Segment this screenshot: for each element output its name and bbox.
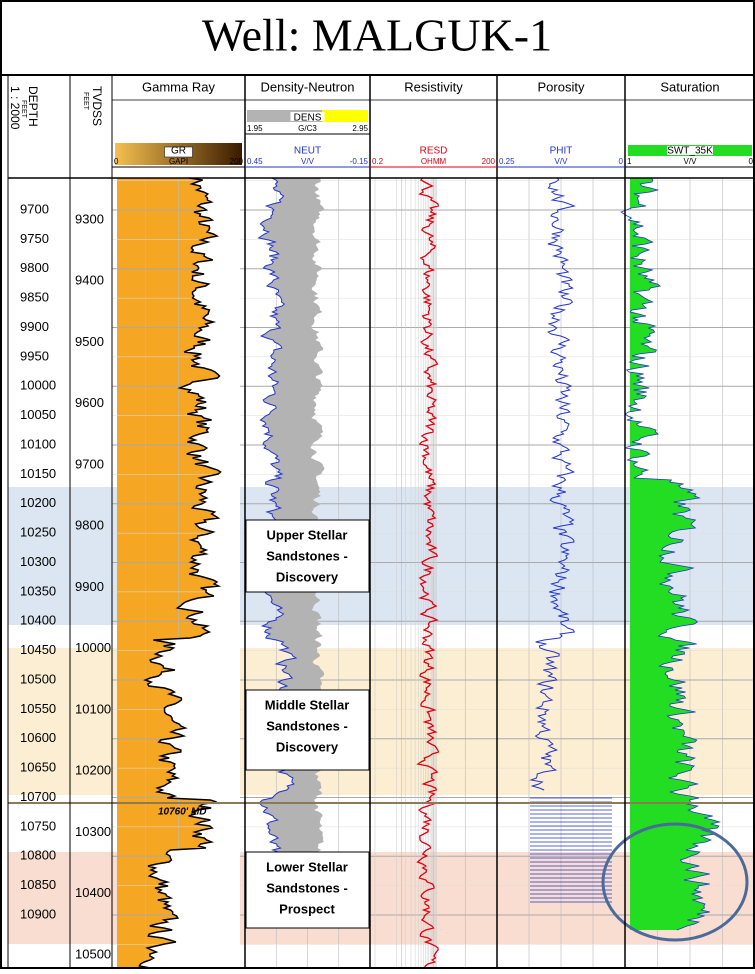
depth-label: 9800 (20, 260, 49, 275)
tvdss-label: 10300 (75, 824, 111, 839)
curve-unit: V/V (555, 157, 569, 166)
curve-unit: V/V (301, 157, 315, 166)
depth-label: 9900 (20, 319, 49, 334)
depth-label: 10150 (20, 466, 56, 481)
depth-label: 10850 (20, 877, 56, 892)
curve-gr (138, 177, 222, 969)
zone-label: Discovery (276, 739, 339, 754)
tvdss-label: 9600 (75, 395, 104, 410)
depth-label: 10350 (20, 583, 56, 598)
depth-label: 10500 (20, 671, 56, 686)
annotation: 10760' MD (158, 807, 207, 818)
zone-label: Lower Stellar (266, 859, 348, 874)
curve-phit (529, 177, 576, 791)
curve-unit: GAPI (169, 157, 188, 166)
depth-label: 10450 (20, 642, 56, 657)
depth-label: 10700 (20, 789, 56, 804)
curve-name: GR (171, 146, 186, 157)
track-name: Density-Neutron (261, 79, 355, 94)
column-header: FEET (20, 100, 27, 119)
scale-right: 0 (749, 157, 754, 166)
scale-left: 1 (627, 157, 632, 166)
depth-label: 9700 (20, 201, 49, 216)
zone-label: Upper Stellar (267, 527, 348, 542)
sw-fill (630, 178, 720, 930)
curve-name: PHIT (550, 146, 573, 157)
column-header: DEPTH (26, 86, 40, 127)
depth-label: 9850 (20, 290, 49, 305)
zone-label: Discovery (276, 569, 339, 584)
tvdss-label: 9800 (75, 518, 104, 533)
track-name: Gamma Ray (142, 79, 215, 94)
tvdss-label: 10500 (75, 946, 111, 961)
depth-label: 10100 (20, 436, 56, 451)
zone-label: Middle Stellar (265, 697, 350, 712)
curve-resd (416, 177, 440, 969)
depth-label: 10400 (20, 613, 56, 628)
scale-left: 0.25 (499, 157, 515, 166)
curve-name: NEUT (294, 146, 321, 157)
zone-box (245, 851, 370, 929)
zone-label: Sandstones - (266, 718, 348, 733)
depth-label: 10050 (20, 407, 56, 422)
curve-name: RESD (420, 146, 448, 157)
track-name: Porosity (538, 79, 585, 94)
depth-label: 10300 (20, 554, 56, 569)
scale-left: 0 (114, 157, 119, 166)
depth-label: 9750 (20, 231, 49, 246)
scale-right: 2.95 (352, 124, 368, 133)
curve-name: SWT_35K (667, 146, 713, 157)
label-box (667, 146, 713, 155)
depth-label: 10200 (20, 495, 56, 510)
depth-label: 9950 (20, 348, 49, 363)
curve-unit: OHMM (421, 157, 447, 166)
scale-right: 200 (482, 157, 496, 166)
zone-box (245, 519, 370, 593)
column-header: FEET (82, 92, 89, 111)
label-box (290, 112, 325, 121)
column-header: 1 : 2000 (8, 86, 22, 130)
scale-right: 200 (230, 157, 244, 166)
tvdss-label: 9900 (75, 579, 104, 594)
tvdss-label: 9700 (75, 456, 104, 471)
track-name: Saturation (660, 79, 719, 94)
tvdss-label: 10400 (75, 885, 111, 900)
scale-right: 0 (619, 157, 624, 166)
tvdss-label: 9400 (75, 273, 104, 288)
depth-label: 10550 (20, 701, 56, 716)
zone-label: Sandstones - (266, 548, 348, 563)
curve-swt (620, 177, 722, 931)
tvdss-label: 10000 (75, 640, 111, 655)
tvdss-label: 9500 (75, 334, 104, 349)
depth-label: 10900 (20, 906, 56, 921)
depth-label: 10750 (20, 818, 56, 833)
depth-label: 10800 (20, 848, 56, 863)
depth-label: 10250 (20, 525, 56, 540)
depth-label: 10600 (20, 730, 56, 745)
scale-left: 0.45 (247, 157, 263, 166)
scale-left: 1.95 (247, 124, 263, 133)
curve-unit: V/V (684, 157, 698, 166)
scale-left: 0.2 (372, 157, 384, 166)
depth-label: 10650 (20, 760, 56, 775)
gr-white (139, 178, 240, 969)
tvdss-label: 10100 (75, 701, 111, 716)
scale-right: -0.15 (350, 157, 369, 166)
curve-unit: G/C3 (298, 124, 317, 133)
highlight (601, 822, 749, 942)
column-header: TVDSS (90, 86, 104, 126)
track-name: Resistivity (404, 79, 463, 94)
curve-name: DENS (294, 113, 322, 124)
zone-label: Prospect (279, 901, 335, 916)
zone-box (245, 689, 370, 771)
title: Well: MALGUK-1 (202, 10, 552, 61)
zone-label: Sandstones - (266, 880, 348, 895)
depth-label: 10000 (20, 378, 56, 393)
label-box (164, 146, 193, 158)
dens-bar (322, 110, 368, 122)
tvdss-label: 9300 (75, 211, 104, 226)
tvdss-label: 10200 (75, 763, 111, 778)
